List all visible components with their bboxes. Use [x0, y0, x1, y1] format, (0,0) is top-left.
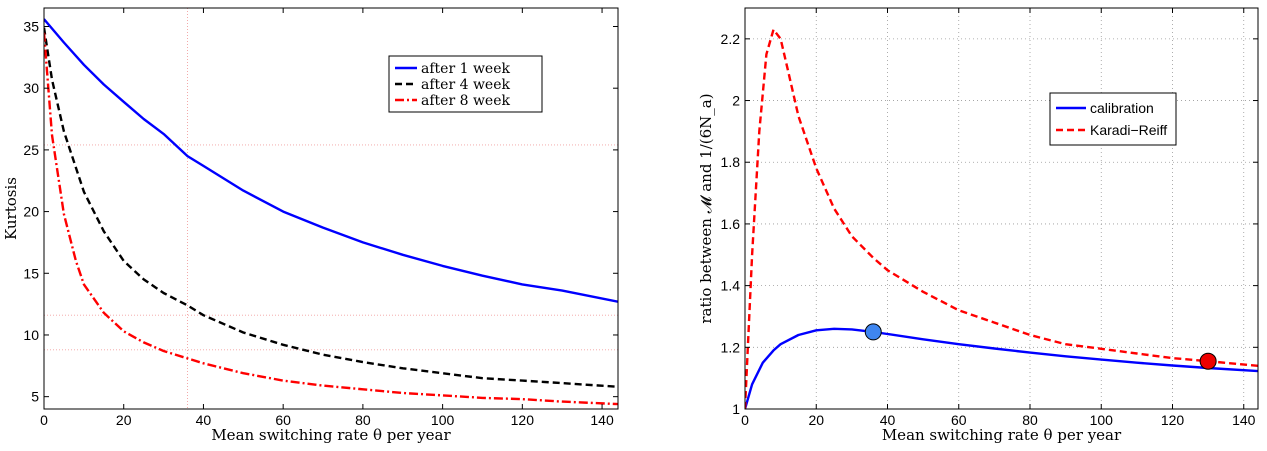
- y-tick-label: 30: [23, 80, 39, 96]
- y-tick-label: 1: [732, 401, 740, 417]
- y-tick-label: 1.4: [721, 278, 741, 294]
- series-line-1: [745, 327, 1258, 409]
- x-tick-label: 100: [431, 412, 455, 428]
- highlight-marker-1: [864, 323, 882, 341]
- y-tick-label: 35: [23, 19, 39, 35]
- series-line-2: [745, 28, 1258, 409]
- right-series: [745, 28, 1258, 409]
- y-tick-label: 1.2: [721, 339, 741, 355]
- right-ticks: 0 20 40 60 80 100 120 140 1 1.2 1.4 1.6 1.8 2 2.2: [721, 8, 1258, 428]
- left-series: [44, 18, 618, 406]
- x-tick-label: 140: [590, 412, 614, 428]
- y-tick-label: 15: [23, 265, 39, 281]
- x-tick-label: 0: [40, 412, 48, 428]
- kurtosis-chart: 0 20 40 60 80 100 120 140 5 10 15 20 25 30 35 Mean swi…: [2, 7, 619, 444]
- x-tick-label: 100: [1090, 412, 1114, 428]
- y-tick-label: 2: [732, 93, 740, 109]
- x-tick-label: 140: [1232, 412, 1256, 428]
- y-tick-label: 20: [23, 204, 39, 220]
- highlight-marker-2: [1199, 352, 1217, 370]
- series-line-2: [44, 27, 618, 388]
- series-line-3: [44, 32, 618, 406]
- right-x-axis-label: Mean switching rate θ per year: [882, 426, 1122, 444]
- y-tick-label: 2.2: [721, 31, 741, 47]
- legend-label-1: calibration: [1090, 100, 1154, 116]
- x-tick-label: 80: [355, 412, 371, 428]
- y-tick-label: 25: [23, 142, 39, 158]
- x-tick-label: 80: [1022, 412, 1038, 428]
- legend-label-1: after 1 week: [421, 61, 510, 77]
- legend-label-3: after 8 week: [421, 93, 510, 109]
- x-tick-label: 20: [808, 412, 824, 428]
- x-tick-label: 120: [511, 412, 535, 428]
- y-tick-label: 10: [23, 327, 39, 343]
- y-tick-label: 5: [31, 389, 39, 405]
- x-tick-label: 40: [880, 412, 896, 428]
- x-tick-label: 20: [116, 412, 132, 428]
- left-ticks: 0 20 40 60 80 100 120 140 5 10 15 20 25 30 35: [23, 8, 618, 428]
- legend-label-2: Karadi−Reiff: [1090, 122, 1167, 138]
- right-grid: [745, 8, 1258, 409]
- right-legend: calibration Karadi−Reiff: [1049, 92, 1177, 146]
- ratio-chart: 0 20 40 60 80 100 120 140 1 1.2 1.4 1.6 1.8 2 2.2 Mean…: [697, 7, 1259, 444]
- legend-label-2: after 4 week: [421, 77, 510, 93]
- right-y-axis-label: ratio between 𝓜 and 1/(6N_a): [697, 93, 715, 323]
- x-tick-label: 0: [741, 412, 749, 428]
- y-tick-label: 1.6: [721, 216, 741, 232]
- x-tick-label: 40: [196, 412, 212, 428]
- left-y-axis-label: Kurtosis: [2, 177, 20, 240]
- x-tick-label: 120: [1161, 412, 1185, 428]
- left-plot-frame: [43, 7, 619, 410]
- legend-box: [1049, 92, 1177, 146]
- left-x-axis-label: Mean switching rate θ per year: [211, 426, 451, 444]
- left-grid: [44, 8, 618, 409]
- x-tick-label: 60: [951, 412, 967, 428]
- y-tick-label: 1.8: [721, 154, 741, 170]
- x-tick-label: 60: [275, 412, 291, 428]
- right-plot-frame: [744, 7, 1259, 410]
- series-line-1: [44, 18, 618, 303]
- right-markers: [864, 323, 1217, 370]
- legend-box: [388, 55, 543, 113]
